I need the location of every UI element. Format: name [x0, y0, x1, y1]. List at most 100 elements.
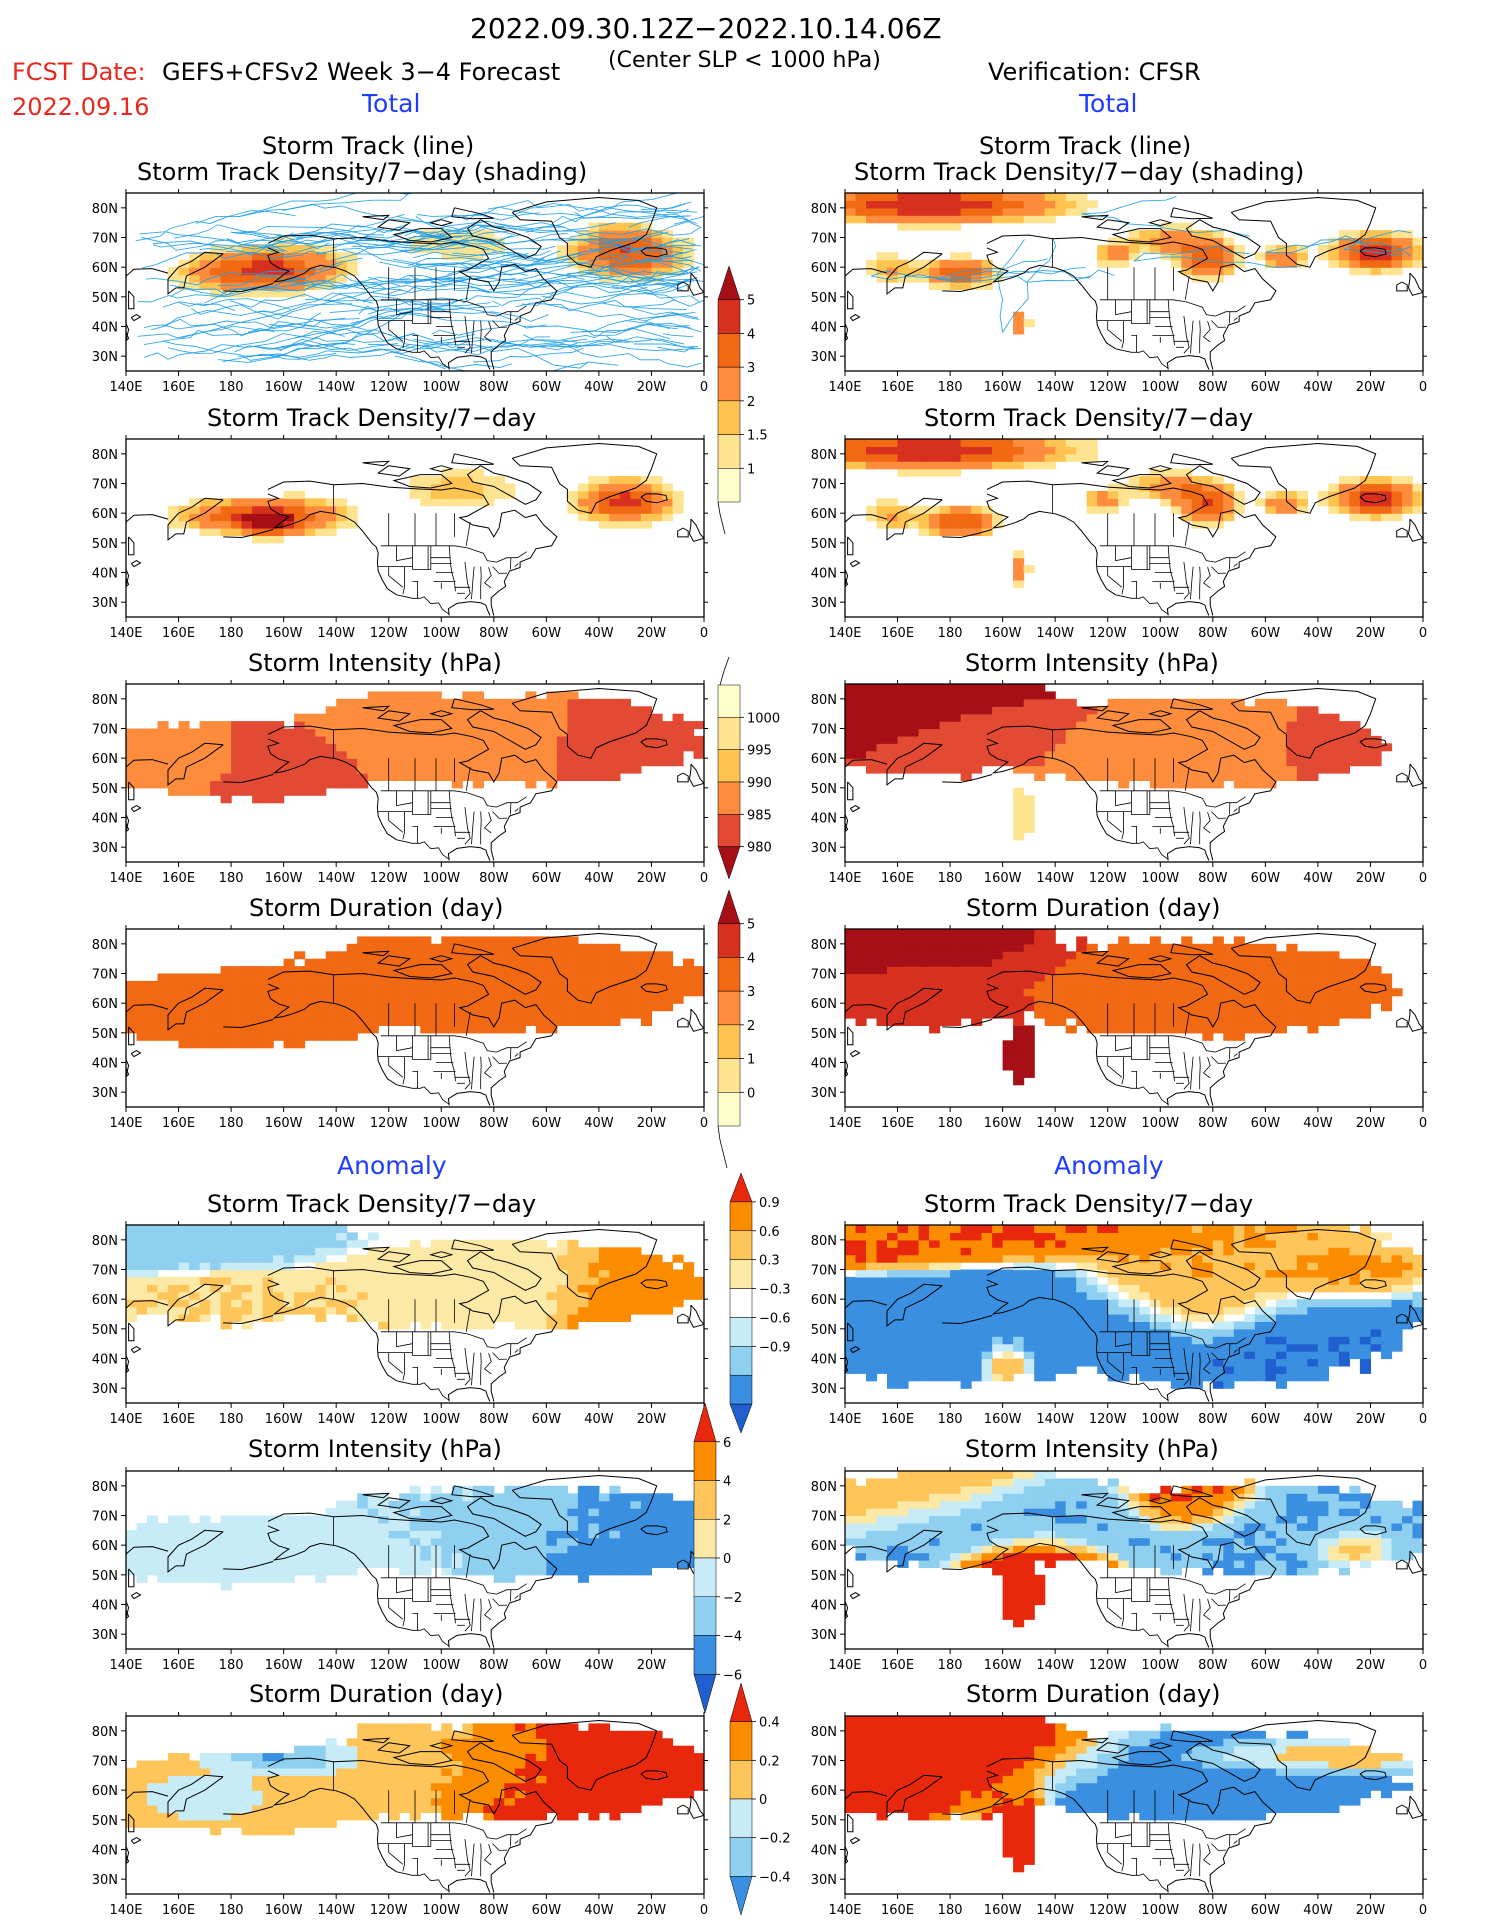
shading-cell — [855, 207, 867, 216]
shading-cell — [630, 274, 642, 283]
lat-tick-label: 70N — [92, 478, 118, 493]
shading-cell — [683, 735, 695, 744]
shading-cell — [189, 1537, 201, 1546]
shading-cell — [462, 1025, 474, 1034]
shading-cell — [409, 490, 421, 499]
shading-cell — [683, 1753, 695, 1762]
shading-cell — [231, 1003, 243, 1012]
shading-cell — [1034, 193, 1046, 201]
shading-cell — [504, 1314, 516, 1322]
lat-tick-label: 70N — [92, 232, 118, 247]
shading-cell — [451, 1775, 463, 1784]
shading-cell — [420, 1805, 432, 1813]
shading-cell — [399, 1291, 411, 1300]
shading-cell — [567, 1276, 579, 1285]
shading-cell — [609, 1306, 621, 1315]
shading-cell — [556, 1247, 568, 1256]
shading-cell — [357, 943, 369, 952]
shading-cell — [325, 1284, 337, 1293]
shading-cell — [1338, 259, 1350, 268]
shading-cell — [136, 1262, 148, 1271]
shading-cell — [493, 1723, 505, 1732]
shading-cell — [918, 267, 930, 276]
shading-cell — [189, 1797, 201, 1806]
shading-cell — [504, 1753, 516, 1762]
shading-cell — [1181, 252, 1193, 261]
shading-cell — [556, 1508, 568, 1517]
shading-cell — [304, 528, 316, 536]
political-border — [484, 1353, 492, 1375]
shading-cell — [577, 1767, 589, 1776]
shading-cell — [231, 1767, 243, 1776]
shading-cell — [336, 951, 348, 960]
shading-cell — [598, 988, 610, 997]
shading-cell — [241, 1306, 253, 1315]
shading-cell — [535, 951, 547, 960]
shading-cell — [409, 1775, 421, 1784]
shading-cell — [262, 1232, 274, 1241]
shading-cell — [939, 446, 951, 455]
shading-cell — [598, 1003, 610, 1012]
shading-cell — [493, 244, 505, 253]
shading-cell — [651, 1782, 663, 1791]
shading-cell — [199, 1797, 211, 1806]
lon-tick-label: 140E — [109, 1116, 142, 1131]
shading-cell — [1265, 252, 1277, 261]
shading-cell — [367, 1500, 379, 1509]
shading-cell — [950, 520, 962, 529]
lat-tick-label: 40N — [92, 1599, 118, 1614]
shading-cell — [472, 988, 484, 997]
shading-cell — [420, 758, 432, 767]
coastline — [511, 1474, 658, 1546]
shading-cell — [430, 1767, 442, 1776]
shading-cell — [567, 1262, 579, 1271]
shading-cell — [357, 1493, 369, 1502]
shading-cell — [210, 1269, 222, 1278]
shading-cell — [493, 1522, 505, 1531]
coastline — [1396, 281, 1408, 292]
shading-cell — [126, 1552, 138, 1561]
coastline — [1166, 355, 1210, 370]
shading-cell — [430, 743, 442, 752]
shading-cell — [1034, 215, 1046, 224]
shading-cell — [294, 980, 306, 989]
shading-cell — [929, 215, 941, 224]
shading-cell — [346, 1500, 358, 1509]
shading-cell — [493, 1760, 505, 1769]
shading-cell — [210, 1827, 222, 1836]
shading-cell — [567, 1530, 579, 1539]
shading-cell — [1370, 230, 1382, 239]
shading-cell — [493, 1753, 505, 1762]
shading-cell — [451, 1276, 463, 1285]
shading-cell — [588, 1797, 600, 1806]
shading-cell — [294, 1276, 306, 1285]
shading-cell — [136, 750, 148, 759]
shading-cell — [231, 1247, 243, 1256]
shading-cell — [304, 1760, 316, 1769]
shading-cell — [525, 1262, 537, 1271]
lat-tick-label: 60N — [92, 752, 118, 767]
shading-cell — [241, 282, 253, 290]
shading-cell — [441, 1262, 453, 1271]
shading-cell — [367, 743, 379, 752]
shading-cell — [1107, 490, 1119, 499]
shading-cell — [556, 1567, 568, 1576]
shading-cell — [556, 995, 568, 1004]
shading-cell — [535, 1508, 547, 1517]
shading-cell — [1402, 490, 1414, 499]
shading-cell — [855, 461, 867, 470]
shading-cell — [189, 787, 201, 796]
coastline — [126, 268, 169, 277]
shading-cell — [157, 1025, 169, 1034]
shading-cell — [252, 1782, 264, 1791]
political-border — [514, 317, 519, 321]
shading-cell — [399, 758, 411, 767]
shading-cell — [189, 1232, 201, 1241]
shading-cell — [876, 193, 888, 201]
political-border — [402, 1056, 405, 1085]
shading-cell — [231, 498, 243, 507]
coastline — [451, 453, 494, 466]
shading-cell — [483, 1254, 495, 1263]
shading-cell — [136, 988, 148, 997]
shading-cell — [357, 1306, 369, 1315]
